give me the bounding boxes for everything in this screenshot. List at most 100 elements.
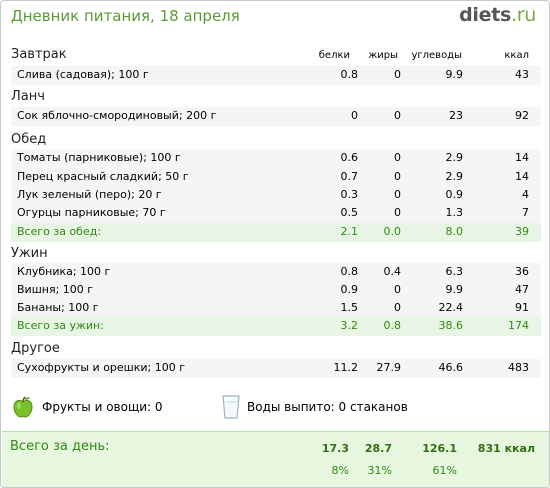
food-row[interactable]: Сухофрукты и орешки; 100 г 11.2 27.9 46.… bbox=[11, 359, 541, 378]
total-label: Всего за обед: bbox=[17, 225, 102, 238]
fat-value: 0 bbox=[394, 109, 401, 122]
fat-value: 0 bbox=[394, 170, 401, 183]
total-kcal: 39 bbox=[515, 225, 529, 238]
kcal-value: 92 bbox=[515, 109, 529, 122]
protein-value: 0.8 bbox=[340, 68, 359, 81]
fat-value: 0 bbox=[394, 283, 401, 296]
food-row[interactable]: Сок яблочно-смородиновый; 200 г 0 0 23 9… bbox=[11, 107, 541, 126]
kcal-value: 91 bbox=[515, 301, 529, 314]
protein-value: 0.5 bbox=[340, 206, 359, 219]
carbs-value: 22.4 bbox=[438, 301, 464, 314]
kcal-value: 14 bbox=[515, 170, 529, 183]
food-name: Перец красный сладкий; 50 г bbox=[17, 170, 189, 183]
column-header-fat: жиры bbox=[368, 50, 398, 61]
food-name: Огурцы парниковые; 70 г bbox=[17, 206, 166, 219]
food-name: Бананы; 100 г bbox=[17, 301, 99, 314]
kcal-value: 483 bbox=[508, 361, 529, 374]
day-kcal-total: 831 ккал bbox=[477, 442, 535, 455]
glass-icon bbox=[221, 394, 241, 423]
carbs-value: 2.9 bbox=[445, 151, 464, 164]
protein-value: 0 bbox=[351, 109, 358, 122]
day-protein-total: 17.3 bbox=[321, 442, 349, 455]
meal-total-row: Всего за ужин: 3.2 0.8 38.6 174 bbox=[11, 317, 541, 336]
meal-title-breakfast: Завтрак bbox=[11, 47, 67, 62]
day-carbs-percent: 61% bbox=[432, 464, 457, 477]
column-header-carbs: углеводы bbox=[411, 50, 462, 61]
meal-title-lunch: Ланч bbox=[11, 89, 45, 104]
food-name: Сухофрукты и орешки; 100 г bbox=[17, 361, 186, 374]
total-label: Всего за ужин: bbox=[17, 319, 104, 332]
food-row[interactable]: Томаты (парниковые); 100 г 0.6 0 2.9 14 bbox=[11, 149, 541, 168]
food-name: Вишня; 100 г bbox=[17, 283, 94, 296]
carbs-value: 9.9 bbox=[445, 283, 464, 296]
fat-value: 0 bbox=[394, 301, 401, 314]
protein-value: 11.2 bbox=[333, 361, 359, 374]
total-protein: 2.1 bbox=[340, 225, 359, 238]
carbs-value: 2.9 bbox=[445, 170, 464, 183]
day-carbs-total: 126.1 bbox=[422, 442, 457, 455]
food-row[interactable]: Перец красный сладкий; 50 г 0.7 0 2.9 14 bbox=[11, 168, 541, 187]
meal-total-row: Всего за обед: 2.1 0.0 8.0 39 bbox=[11, 223, 541, 242]
carbs-value: 23 bbox=[449, 109, 463, 122]
fat-value: 0 bbox=[394, 188, 401, 201]
protein-value: 0.9 bbox=[340, 283, 359, 296]
fat-value: 0 bbox=[394, 151, 401, 164]
day-total-label: Всего за день: bbox=[10, 439, 110, 454]
food-name: Клубника; 100 г bbox=[17, 265, 111, 278]
day-fat-total: 28.7 bbox=[364, 442, 392, 455]
column-header-kcal: ккал bbox=[504, 50, 529, 61]
fat-value: 0 bbox=[394, 206, 401, 219]
food-row[interactable]: Лук зеленый (перо); 20 г 0.3 0 0.9 4 bbox=[11, 186, 541, 205]
total-carbs: 8.0 bbox=[445, 225, 464, 238]
food-name: Слива (садовая); 100 г bbox=[17, 68, 149, 81]
apple-icon bbox=[11, 395, 35, 422]
protein-value: 0.3 bbox=[340, 188, 359, 201]
logo-tld-text: .ru bbox=[511, 4, 536, 26]
kcal-value: 4 bbox=[522, 188, 529, 201]
food-row[interactable]: Огурцы парниковые; 70 г 0.5 0 1.3 7 bbox=[11, 204, 541, 223]
food-row[interactable]: Слива (садовая); 100 г 0.8 0 9.9 43 bbox=[11, 66, 541, 85]
logo-main-text: diets bbox=[459, 4, 511, 26]
food-row[interactable]: Вишня; 100 г 0.9 0 9.9 47 bbox=[11, 281, 541, 300]
carbs-value: 1.3 bbox=[445, 206, 464, 219]
day-fat-percent: 31% bbox=[367, 464, 392, 477]
carbs-value: 9.9 bbox=[445, 68, 464, 81]
protein-value: 0.7 bbox=[340, 170, 359, 183]
total-carbs: 38.6 bbox=[438, 319, 464, 332]
kcal-value: 14 bbox=[515, 151, 529, 164]
protein-value: 0.6 bbox=[340, 151, 359, 164]
day-protein-percent: 8% bbox=[331, 464, 349, 477]
carbs-value: 6.3 bbox=[445, 265, 464, 278]
meal-title-dinner: Обед bbox=[11, 132, 47, 147]
page-title: Дневник питания, 18 апреля bbox=[11, 7, 240, 25]
meal-title-other: Другое bbox=[11, 341, 60, 356]
kcal-value: 7 bbox=[522, 206, 529, 219]
food-row[interactable]: Бананы; 100 г 1.5 0 22.4 91 bbox=[11, 299, 541, 318]
column-header-protein: белки bbox=[318, 50, 350, 61]
total-kcal: 174 bbox=[508, 319, 529, 332]
total-protein: 3.2 bbox=[340, 319, 359, 332]
protein-value: 1.5 bbox=[340, 301, 359, 314]
fat-value: 0 bbox=[394, 68, 401, 81]
kcal-value: 36 bbox=[515, 265, 529, 278]
kcal-value: 43 bbox=[515, 68, 529, 81]
total-fat: 0.8 bbox=[383, 319, 402, 332]
protein-value: 0.8 bbox=[340, 265, 359, 278]
food-row[interactable]: Клубника; 100 г 0.8 0.4 6.3 36 bbox=[11, 263, 541, 282]
extras-bar: Фрукты и овощи: 0 Воды выпито: 0 стакано… bbox=[11, 395, 541, 421]
carbs-value: 46.6 bbox=[438, 361, 464, 374]
food-name: Томаты (парниковые); 100 г bbox=[17, 151, 181, 164]
meal-title-supper: Ужин bbox=[11, 246, 48, 261]
food-name: Лук зеленый (перо); 20 г bbox=[17, 188, 162, 201]
site-logo[interactable]: diets.ru bbox=[459, 4, 536, 26]
carbs-value: 0.9 bbox=[445, 188, 464, 201]
food-name: Сок яблочно-смородиновый; 200 г bbox=[17, 109, 217, 122]
fat-value: 27.9 bbox=[376, 361, 402, 374]
kcal-value: 47 bbox=[515, 283, 529, 296]
fat-value: 0.4 bbox=[383, 265, 402, 278]
fruit-veg-counter: Фрукты и овощи: 0 bbox=[42, 400, 163, 414]
water-counter: Воды выпито: 0 стаканов bbox=[247, 400, 408, 414]
total-fat: 0.0 bbox=[383, 225, 402, 238]
day-total-bar: Всего за день: 17.3 28.7 126.1 831 ккал … bbox=[2, 431, 549, 487]
